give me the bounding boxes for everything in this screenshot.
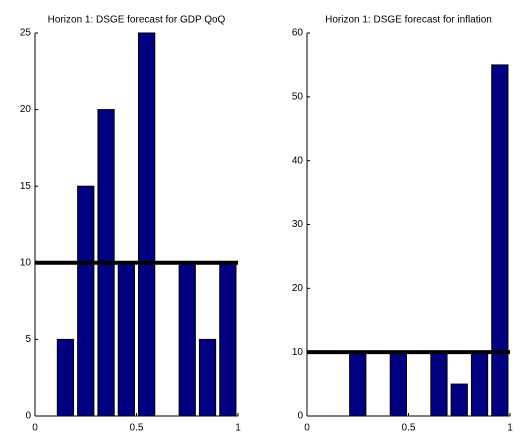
bar	[491, 64, 509, 417]
y-tick-label: 0	[25, 411, 31, 422]
y-tick-label: 20	[292, 283, 304, 294]
y-tick-label: 20	[20, 104, 32, 115]
y-tick-label: 10	[292, 347, 304, 358]
y-tick-label: 60	[292, 28, 304, 39]
x-tick-label: 0.5	[130, 423, 144, 434]
x-tick-label: 0	[32, 423, 38, 434]
bar	[117, 262, 135, 417]
x-tick-label: 0.5	[402, 423, 416, 434]
y-tick-label: 25	[20, 28, 32, 39]
bar	[56, 338, 75, 417]
bar	[219, 262, 237, 417]
y-tick-label: 5	[25, 334, 31, 345]
bar	[349, 351, 367, 417]
y-tick-label: 30	[292, 219, 304, 230]
y-tick-label: 15	[20, 181, 32, 192]
bar	[198, 338, 217, 417]
bar	[77, 185, 95, 417]
bar	[389, 351, 407, 417]
y-tick-label: 40	[292, 155, 304, 166]
bar	[470, 351, 489, 417]
x-tick-label: 0	[304, 423, 310, 434]
bar	[138, 32, 156, 417]
chart-title: Horizon 1: DSGE forecast for inflation	[325, 15, 492, 26]
y-tick-label: 0	[297, 411, 303, 422]
y-tick-label: 50	[292, 91, 304, 102]
x-tick-label: 1	[235, 423, 241, 434]
bar	[430, 351, 448, 417]
y-tick-label: 10	[20, 257, 32, 268]
bar	[450, 383, 468, 417]
chart-title: Horizon 1: DSGE forecast for GDP QoQ	[48, 15, 226, 26]
x-tick-label: 1	[507, 423, 513, 434]
bar	[178, 262, 196, 417]
